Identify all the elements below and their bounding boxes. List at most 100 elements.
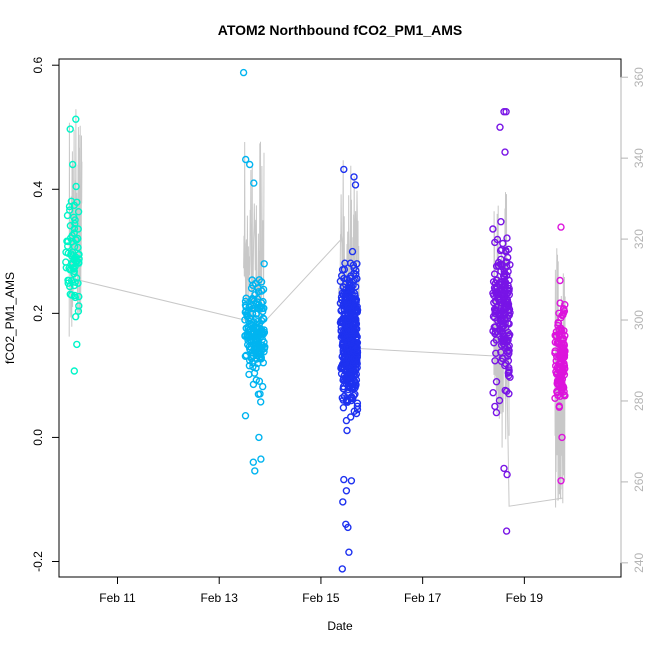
data-point [339,332,347,340]
data-point [561,392,569,400]
data-point [247,333,255,341]
data-point [555,381,563,390]
data-point [347,477,356,485]
chart-title: ATOM2 Northbound fCO2_PM1_AMS [218,22,463,38]
data-point [350,326,359,335]
data-point [557,223,565,231]
data-point [352,296,361,304]
y2-tick-label: 280 [632,391,646,411]
data-point [348,247,357,256]
data-point [70,201,78,210]
data-point [257,327,265,335]
data-point [343,396,351,404]
data-point [69,213,78,222]
y-axis: -0.2 0.0 0.2 0.4 0.6 [31,57,60,572]
data-point [256,350,264,359]
y2-tick-label: 320 [632,229,646,249]
data-point [339,404,348,412]
data-point [489,225,497,233]
data-point [504,253,512,262]
data-point [503,234,511,242]
data-point [74,243,82,252]
data-point [495,287,503,295]
data-point [341,294,349,302]
data-point [505,311,513,319]
data-point [348,380,356,388]
data-point [495,310,503,318]
data-point [557,477,565,485]
data-point [347,337,355,345]
data-point [495,396,504,405]
data-point [505,287,513,295]
data-point [350,173,358,181]
x-axis: Feb 11 Feb 13 Feb 15 Feb 17 Feb 19 [99,576,544,605]
data-point [245,160,254,169]
data-point [346,274,354,282]
y-tick-label: 0.6 [31,57,45,74]
data-point [339,396,347,404]
data-point [500,267,508,276]
data-point [504,369,512,377]
data-point [337,307,345,315]
data-point [243,340,252,349]
data-point [498,260,506,269]
co2-trace-segment [554,248,566,508]
data-point [491,323,500,331]
data-point [352,409,361,418]
data-point [501,148,509,156]
y2-tick-label: 360 [632,67,646,87]
secondary-series [68,109,566,508]
data-point [70,229,78,237]
data-point [71,278,79,286]
data-point [504,300,513,308]
data-point [343,343,352,352]
data-point [561,301,569,309]
data-point [490,270,499,278]
data-point [340,165,348,174]
data-point [345,372,354,380]
data-point [496,322,504,330]
data-point [556,349,565,357]
data-point [242,303,250,311]
x-tick-label: Feb 19 [506,591,544,605]
data-point [553,387,561,396]
data-point [491,329,499,338]
data-point [489,389,497,397]
data-point [490,305,499,313]
data-point [75,292,83,301]
y2-tick-label: 300 [632,310,646,330]
data-point [345,548,353,556]
x-tick-label: Feb 17 [404,591,442,605]
data-point [247,320,255,328]
data-point [344,316,352,324]
data-point [555,376,563,384]
data-point [253,318,262,326]
data-point [257,455,265,463]
data-point [62,264,71,272]
data-point [247,284,256,292]
data-point [258,287,266,295]
data-point [352,366,360,374]
data-point [489,278,498,286]
data-point [74,234,82,243]
data-point [75,250,83,259]
y2-tick-label: 260 [632,472,646,492]
data-point [554,321,562,330]
data-point [71,313,80,321]
data-point [502,527,511,535]
data-point [65,282,74,291]
data-point [556,276,564,285]
data-point [340,265,349,274]
data-point [343,426,351,435]
data-point [503,296,511,304]
data-point [506,373,514,381]
data-point [350,355,358,363]
data-point [241,155,250,164]
data-point [560,351,569,359]
y2-tick-label: 340 [632,148,646,168]
data-point [251,467,259,475]
y-axis-label: fCO2_PM1_AMS [3,272,17,364]
data-point [65,202,74,211]
data-point [258,346,266,354]
data-point [63,237,71,245]
